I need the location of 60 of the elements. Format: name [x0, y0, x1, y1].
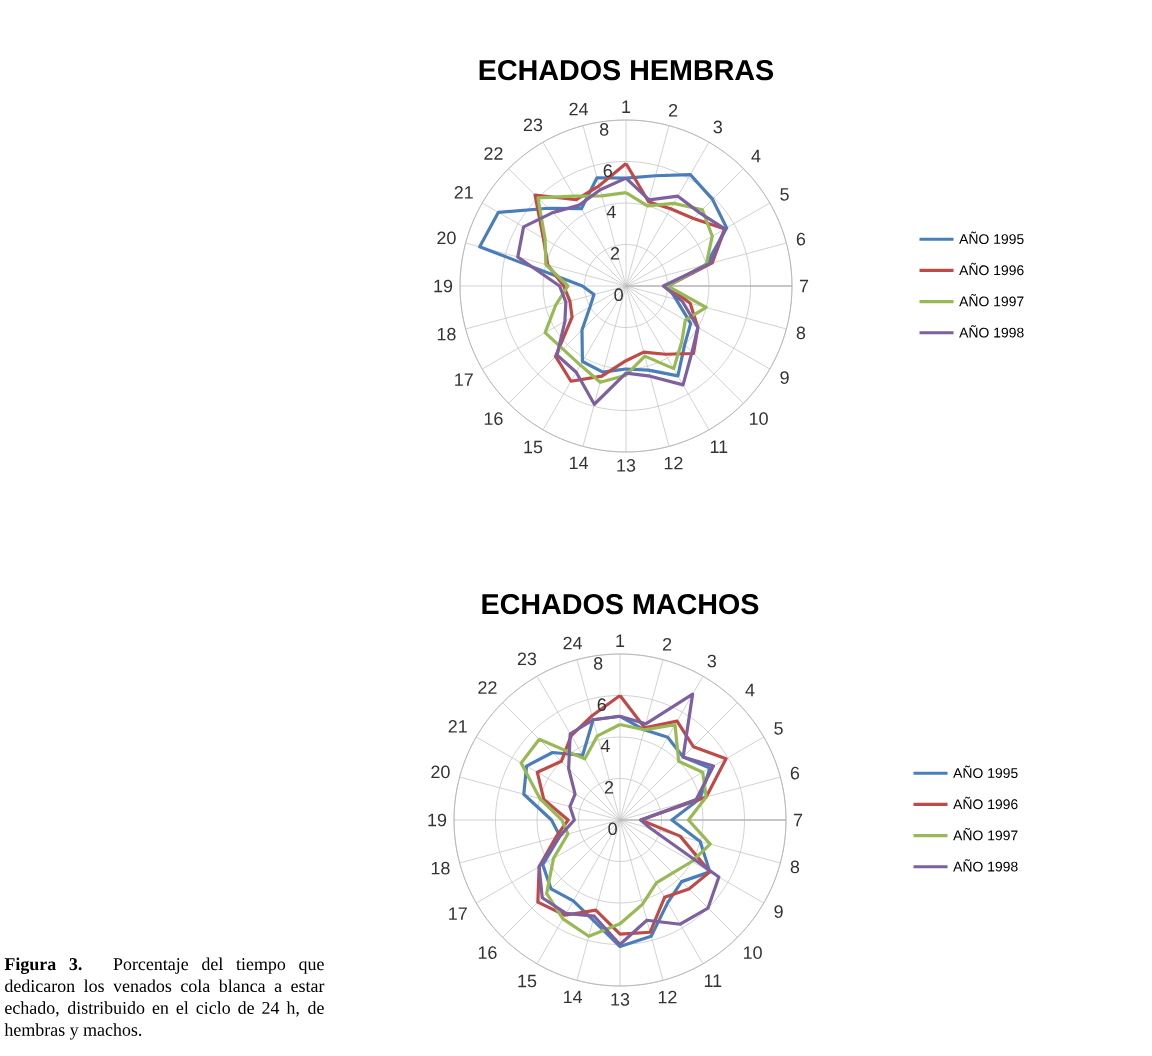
spoke-label: 14 — [564, 990, 583, 1004]
spoke-label: 22 — [478, 681, 497, 694]
spoke-label: 19 — [428, 813, 447, 827]
spoke-label: 24 — [569, 102, 589, 116]
y-tick-label: 2 — [604, 781, 614, 794]
spoke-label: 13 — [611, 993, 630, 1006]
spoke-label: 18 — [437, 327, 456, 341]
y-tick-label: 4 — [606, 205, 616, 219]
spoke-label: 12 — [664, 456, 683, 470]
spoke-label: 17 — [449, 907, 467, 920]
spoke-label: 11 — [710, 440, 728, 453]
chart-title: ECHADOS HEMBRAS — [479, 59, 774, 81]
spoke-label: 18 — [431, 861, 450, 875]
spoke-label: 5 — [780, 188, 789, 201]
spoke-label: 3 — [713, 120, 723, 134]
spoke-label: 23 — [523, 118, 543, 132]
spoke-label: 15 — [524, 440, 543, 454]
spoke-label: 5 — [774, 722, 783, 735]
spoke-label: 21 — [448, 720, 467, 733]
y-tick-label: 0 — [608, 822, 617, 836]
y-tick-label: 2 — [610, 247, 620, 260]
spoke-label: 21 — [454, 186, 473, 199]
spoke-label: 16 — [484, 412, 503, 425]
spoke-label: 2 — [663, 637, 672, 651]
spoke-label: 23 — [517, 652, 537, 666]
y-tick-label: 8 — [599, 123, 609, 136]
spoke-label: 3 — [707, 654, 717, 668]
spoke-label: 2 — [669, 103, 678, 117]
spoke-label: 20 — [437, 231, 456, 245]
spoke-label: 1 — [616, 634, 625, 647]
spoke-label: 4 — [745, 683, 755, 697]
spoke-label: 4 — [751, 149, 761, 163]
spoke-label: 1 — [622, 100, 631, 113]
spoke-label: 14 — [570, 456, 589, 470]
spoke-label: 9 — [780, 371, 789, 384]
spoke-label: 20 — [431, 765, 450, 779]
spoke-label: 10 — [749, 412, 768, 425]
spoke-label: 10 — [743, 946, 762, 959]
spoke-label: 13 — [617, 459, 636, 472]
spoke-label: 11 — [704, 974, 722, 987]
y-tick-label: 4 — [600, 739, 610, 753]
spoke-label: 6 — [790, 766, 800, 780]
text: Figura 3. Porcentaje del tiempo que dedicaron los venados cola blanca a estar echado, distribuido en el ciclo de 24 h, de hembras y machos. — [4, 957, 325, 1040]
y-tick-label: 8 — [593, 657, 603, 670]
spoke-label: 7 — [799, 279, 809, 293]
spoke-label: 19 — [434, 279, 453, 293]
spoke-label: 17 — [455, 373, 473, 386]
spoke-label: 12 — [658, 990, 677, 1004]
spoke-label: 9 — [774, 905, 783, 918]
spoke-label: 8 — [790, 860, 800, 874]
y-tick-label: 0 — [614, 288, 623, 302]
spoke-label: 22 — [484, 147, 503, 160]
y-tick-label: 6 — [603, 164, 612, 178]
spoke-label: 15 — [518, 974, 537, 988]
chart-title: ECHADOS MACHOS — [482, 593, 759, 615]
spoke-label: 8 — [796, 326, 806, 340]
spoke-label: 6 — [796, 232, 806, 246]
spoke-label: 7 — [793, 813, 803, 827]
spoke-label: 16 — [478, 946, 497, 959]
spoke-label: 24 — [563, 636, 583, 650]
